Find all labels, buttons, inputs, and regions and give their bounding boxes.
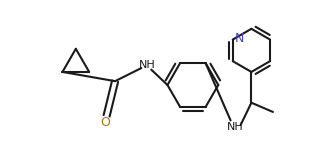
Text: NH: NH [139, 60, 156, 70]
Text: N: N [235, 31, 244, 44]
Text: NH: NH [227, 122, 243, 132]
Text: O: O [100, 116, 110, 129]
